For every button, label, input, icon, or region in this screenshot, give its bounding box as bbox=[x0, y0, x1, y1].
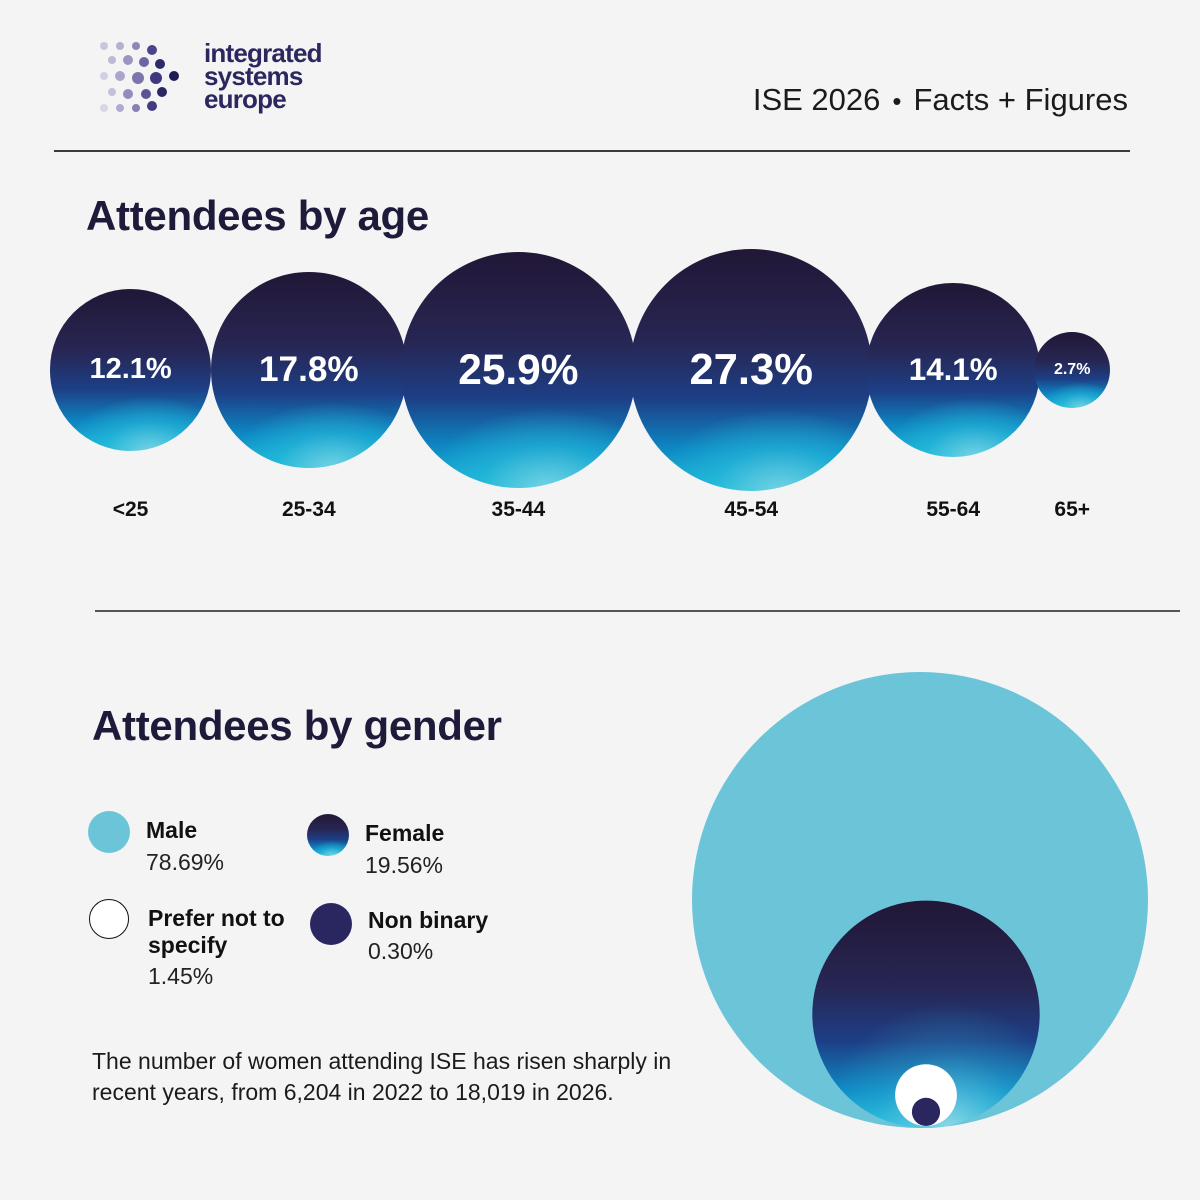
age-category-label: 35-44 bbox=[491, 498, 546, 521]
age-bubble-value-label: 12.1% bbox=[89, 353, 172, 386]
header-separator: • bbox=[892, 86, 902, 116]
header-divider bbox=[54, 150, 1130, 152]
legend-non-binary-value: 0.30% bbox=[368, 938, 434, 964]
age-bubble-value-label: 25.9% bbox=[458, 345, 579, 393]
section-divider bbox=[95, 610, 1180, 612]
logo-wordmark: integrated systems europe bbox=[204, 38, 364, 114]
age-bubble-3: 25.9% bbox=[400, 252, 637, 488]
age-bubble-value-label: 14.1% bbox=[908, 351, 998, 387]
legend-non-binary-swatch bbox=[310, 903, 352, 945]
age-section-title: Attendees by age bbox=[86, 192, 429, 239]
gender-bubble-prefer-not bbox=[895, 1064, 957, 1126]
age-bubble-value-label: 17.8% bbox=[258, 349, 359, 389]
logo-line-1: integrated bbox=[204, 38, 322, 68]
logo-line-3: europe bbox=[204, 84, 287, 114]
age-category-label: 55-64 bbox=[926, 498, 981, 521]
age-bubble-2: 17.8% bbox=[211, 272, 407, 468]
gender-section-title: Attendees by gender bbox=[92, 702, 502, 749]
header-subtitle: Facts + Figures bbox=[913, 82, 1129, 117]
legend-male-value: 78.69% bbox=[146, 849, 225, 875]
header-title: ISE 2026 • Facts + Figures bbox=[753, 82, 1128, 118]
header-event: ISE 2026 bbox=[752, 82, 881, 117]
legend-prefer-not-value: 1.45% bbox=[148, 963, 214, 989]
age-category-label: 25-34 bbox=[281, 498, 336, 521]
age-category-label: 45-54 bbox=[724, 498, 779, 521]
gender-note: The number of women attending ISE has ri… bbox=[92, 1048, 672, 1105]
age-bubble-value-label: 27.3% bbox=[689, 345, 813, 394]
gender-bubble-female-glow bbox=[812, 900, 1040, 1128]
age-bubble-value-label: 2.7% bbox=[1053, 360, 1091, 378]
logo-line-2: systems bbox=[204, 61, 303, 91]
legend-female-value: 19.56% bbox=[365, 852, 444, 878]
legend-non-binary-label: Non binary bbox=[368, 907, 489, 933]
age-bubble-6: 2.7% bbox=[1034, 331, 1111, 409]
age-bubble-4: 27.3% bbox=[630, 249, 873, 491]
legend-male-swatch bbox=[88, 811, 130, 853]
age-category-label: 65+ bbox=[1054, 498, 1091, 521]
gender-nested-bubble-chart bbox=[692, 672, 1148, 1128]
logo-dots-icon bbox=[100, 42, 179, 112]
gender-bubble-non-binary bbox=[911, 1097, 941, 1126]
legend-prefer-not-label: Prefer not to specify bbox=[148, 905, 285, 958]
age-bubble-5: 14.1% bbox=[866, 283, 1041, 457]
legend-male-label: Male bbox=[146, 817, 198, 843]
legend-female-label: Female bbox=[365, 820, 445, 846]
legend-prefer-not-swatch bbox=[89, 899, 129, 939]
legend-female-swatch bbox=[307, 814, 349, 856]
age-bubble-1: 12.1% bbox=[50, 289, 212, 451]
age-category-label: <25 bbox=[112, 498, 149, 521]
